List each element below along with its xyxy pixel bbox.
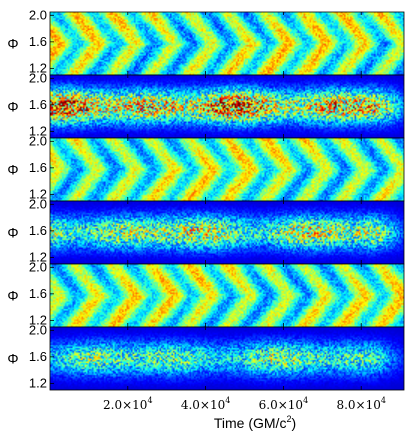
y-axis-label: Φ <box>7 288 18 304</box>
heatmap-panels: 2.0 1.6 1.2 Φ 2.0 1.6 1.2 Φ 2.0 1.6 1.2 Φ 2.0 1.6 1.2 Φ… <box>7 7 405 391</box>
heatmap-image <box>50 138 404 201</box>
y-tick-label: 1.6 <box>29 34 47 49</box>
y-tick-label: 1.6 <box>29 286 47 301</box>
heatmap-image <box>50 264 404 327</box>
heatmap-panel: 2.0 1.6 1.2 Φ <box>7 133 405 202</box>
x-axis-label-close: ) <box>291 415 296 431</box>
y-tick-label: 1.2 <box>29 312 47 327</box>
x-axis-label-sup: 2 <box>286 414 291 424</box>
y-tick-label: 2.0 <box>29 7 47 22</box>
y-tick-label: 1.2 <box>29 60 47 75</box>
y-tick-label: 1.6 <box>29 97 47 112</box>
y-tick-label: 2.0 <box>29 259 47 274</box>
heatmap-image <box>50 75 404 138</box>
heatmap-panel: 2.0 1.6 1.2 Φ <box>7 259 405 328</box>
y-tick-label: 1.2 <box>29 375 47 390</box>
y-tick-label: 2.0 <box>29 70 47 85</box>
x-axis-label-text: Time (GM/c <box>214 415 287 431</box>
x-tick-label: 2.0×104 <box>103 396 153 412</box>
y-axis-label: Φ <box>7 36 18 52</box>
y-axis-label: Φ <box>7 225 18 241</box>
y-tick-label: 1.2 <box>29 249 47 264</box>
heatmap-panel: 2.0 1.6 1.2 Φ <box>7 70 405 139</box>
panel-frame <box>49 326 405 391</box>
y-tick-label: 1.6 <box>29 160 47 175</box>
heatmap-image <box>50 327 404 390</box>
y-axis-label: Φ <box>7 351 18 367</box>
heatmap-image <box>50 12 404 75</box>
heatmap-panel: 2.0 1.6 1.2 Φ <box>7 196 405 265</box>
y-axis-label: Φ <box>7 162 18 178</box>
y-tick-label: 2.0 <box>29 196 47 211</box>
heatmap-panel: 2.0 1.6 1.2 Φ <box>7 322 405 391</box>
y-tick-label: 2.0 <box>29 133 47 148</box>
x-tick-label: 4.0×104 <box>181 396 231 412</box>
y-tick-label: 1.6 <box>29 349 47 364</box>
x-tick-label: 6.0×104 <box>259 396 309 412</box>
y-tick-label: 2.0 <box>29 322 47 337</box>
y-axis-label: Φ <box>7 99 18 115</box>
y-tick-label: 1.2 <box>29 186 47 201</box>
x-tick-label: 8.0×104 <box>336 396 386 412</box>
x-axis: 2.0×104 4.0×104 6.0×104 8.0×104 <box>103 12 386 412</box>
y-tick-label: 1.2 <box>29 123 47 138</box>
heatmap-image <box>50 201 404 264</box>
y-tick-label: 1.6 <box>29 223 47 238</box>
x-axis-label: Time (GM/c2) <box>214 414 296 431</box>
heatmap-panel: 2.0 1.6 1.2 Φ <box>7 7 405 76</box>
